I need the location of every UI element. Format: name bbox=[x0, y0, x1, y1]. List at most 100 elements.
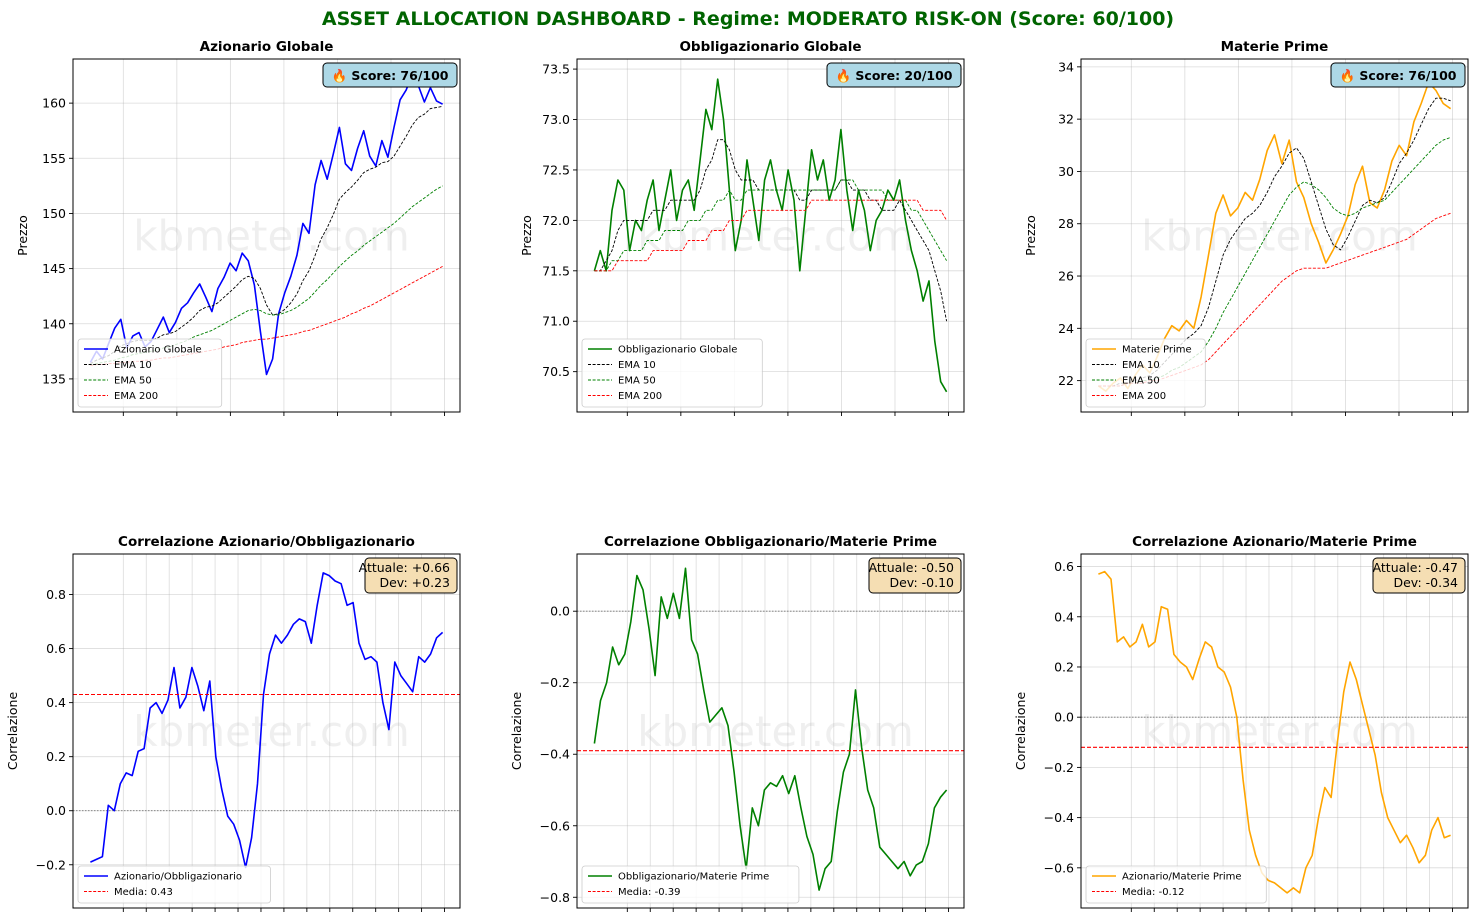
series-line-1 bbox=[593, 78, 948, 393]
y-tick-label: 140 bbox=[42, 316, 66, 331]
chart-panel-1: kbmeter.com 135 140 145 150 155 160 Azionario G… bbox=[15, 39, 461, 416]
y-tick-label: 72.5 bbox=[542, 162, 570, 177]
legend-entry: Azionario Globale bbox=[114, 345, 202, 356]
y-tick-label: 150 bbox=[42, 206, 66, 221]
series-line-1 bbox=[90, 572, 444, 869]
y-tick-label: 32 bbox=[1058, 112, 1074, 127]
legend bbox=[77, 865, 271, 904]
legend-entry: EMA 10 bbox=[618, 360, 656, 371]
legend-entry: EMA 200 bbox=[1122, 391, 1166, 402]
series-line-1 bbox=[593, 567, 948, 891]
chart-title: Correlazione Obbligazionario/Materie Pri… bbox=[604, 534, 937, 550]
plot-area bbox=[73, 554, 460, 908]
chart-title: Azionario Globale bbox=[200, 39, 334, 55]
y-axis-label: Correlazione bbox=[1013, 692, 1028, 771]
stats-line: Attuale: -0.47 bbox=[1373, 560, 1458, 575]
chart-title: Materie Prime bbox=[1221, 39, 1329, 55]
plot-frame bbox=[1080, 58, 1469, 413]
y-tick-label: 30 bbox=[1058, 164, 1074, 179]
y-tick-label: 34 bbox=[1058, 59, 1074, 74]
legend-entry: Media: -0.39 bbox=[618, 887, 680, 898]
y-tick-label: 0.4 bbox=[1054, 609, 1074, 624]
y-tick-label: 0.4 bbox=[46, 695, 66, 710]
y-tick-label: −0.4 bbox=[1044, 810, 1074, 825]
plot-frame bbox=[72, 58, 461, 413]
y-tick-label: 0.2 bbox=[1054, 659, 1074, 674]
y-tick-label: 28 bbox=[1058, 216, 1074, 231]
chart-panel-4: kbmeter.com −0.2 0.0 0.2 0.4 0.6 0.8 Correlazio… bbox=[5, 534, 461, 912]
y-axis-label: Prezzo bbox=[1023, 215, 1038, 256]
series-line-2 bbox=[594, 139, 948, 322]
y-axis-label: Correlazione bbox=[5, 692, 20, 771]
y-tick-label: 0.0 bbox=[550, 604, 570, 619]
y-tick-label: 24 bbox=[1058, 321, 1074, 336]
y-tick-label: 155 bbox=[42, 151, 66, 166]
y-tick-label: −0.4 bbox=[540, 747, 570, 762]
watermark: kbmeter.com bbox=[133, 212, 410, 261]
stats-line: Attuale: +0.66 bbox=[359, 560, 450, 575]
watermark: kbmeter.com bbox=[637, 212, 914, 261]
dashboard-title: ASSET ALLOCATION DASHBOARD - Regime: MOD… bbox=[322, 8, 1174, 30]
y-tick-label: −0.2 bbox=[1044, 760, 1074, 775]
legend-entry: EMA 50 bbox=[618, 376, 656, 387]
y-tick-label: 26 bbox=[1058, 269, 1074, 284]
y-tick-label: 71.0 bbox=[542, 314, 570, 329]
score-text: 🔥 Score: 20/100 bbox=[836, 68, 953, 83]
chart-panel-5: kbmeter.com −0.8 −0.6 −0.4 −0.2 0.0 Correlazio… bbox=[509, 534, 965, 912]
chart-title: Correlazione Azionario/Obbligazionario bbox=[118, 534, 415, 550]
y-tick-label: 0.6 bbox=[1054, 559, 1074, 574]
y-axis-label: Correlazione bbox=[509, 692, 524, 771]
stats-line: Dev: +0.23 bbox=[379, 575, 450, 590]
watermark: kbmeter.com bbox=[133, 707, 410, 756]
y-tick-label: 0.2 bbox=[46, 749, 66, 764]
legend-entry: Media: -0.12 bbox=[1122, 887, 1184, 898]
chart-title: Correlazione Azionario/Materie Prime bbox=[1132, 534, 1417, 550]
legend-entry: Obbligazionario Globale bbox=[618, 345, 737, 356]
y-tick-label: 145 bbox=[42, 261, 66, 276]
y-tick-label: 73.5 bbox=[542, 62, 570, 77]
chart-panel-6: kbmeter.com −0.6 −0.4 −0.2 0.0 0.2 0.4 0.6 Corre… bbox=[1013, 534, 1469, 912]
score-badge bbox=[322, 62, 458, 88]
y-tick-label: −0.6 bbox=[540, 818, 570, 833]
chart-panel-2: kbmeter.com 70.5 71.0 71.5 72.0 72.5 73.0 73.5 O… bbox=[519, 39, 965, 416]
y-axis-label: Prezzo bbox=[519, 215, 534, 256]
stats-line: Dev: -0.34 bbox=[1393, 575, 1458, 590]
y-tick-label: −0.2 bbox=[540, 675, 570, 690]
chart-title: Obbligazionario Globale bbox=[679, 39, 861, 55]
plot-frame bbox=[1080, 553, 1469, 909]
y-axis-label: Prezzo bbox=[15, 215, 30, 256]
legend-entry: Azionario/Obbligazionario bbox=[114, 872, 242, 883]
plot-frame bbox=[72, 553, 461, 909]
legend bbox=[581, 338, 763, 408]
y-tick-label: −0.8 bbox=[540, 890, 570, 905]
legend-entry: EMA 50 bbox=[114, 376, 152, 387]
y-tick-label: −0.2 bbox=[36, 857, 66, 872]
stats-line: Attuale: -0.50 bbox=[869, 560, 954, 575]
legend-entry: Obbligazionario/Materie Prime bbox=[618, 872, 769, 883]
y-tick-label: 71.5 bbox=[542, 263, 570, 278]
y-tick-label: 160 bbox=[42, 96, 66, 111]
y-tick-label: −0.6 bbox=[1044, 860, 1074, 875]
chart-panel-3: kbmeter.com 22 24 26 28 30 32 34 Materie Prime Pr… bbox=[1023, 39, 1469, 416]
legend bbox=[581, 865, 800, 904]
plot-frame bbox=[576, 553, 965, 909]
legend bbox=[1085, 338, 1206, 408]
legend-entry: EMA 50 bbox=[1122, 376, 1160, 387]
legend-entry: EMA 10 bbox=[114, 360, 152, 371]
y-tick-label: 73.0 bbox=[542, 112, 570, 127]
stats-box bbox=[868, 557, 962, 594]
legend-entry: Azionario/Materie Prime bbox=[1122, 872, 1242, 883]
stats-box bbox=[364, 557, 458, 594]
plot-area bbox=[1081, 554, 1468, 908]
legend-entry: EMA 10 bbox=[1122, 360, 1160, 371]
plot-area bbox=[577, 554, 964, 908]
y-tick-label: 0.8 bbox=[46, 587, 66, 602]
legend-entry: Media: 0.43 bbox=[114, 887, 173, 898]
score-badge bbox=[1330, 62, 1466, 88]
stats-line: Dev: -0.10 bbox=[889, 575, 954, 590]
y-tick-label: 135 bbox=[42, 371, 66, 386]
score-text: 🔥 Score: 76/100 bbox=[332, 68, 449, 83]
y-tick-label: 0.6 bbox=[46, 641, 66, 656]
series-line-4 bbox=[90, 266, 443, 367]
